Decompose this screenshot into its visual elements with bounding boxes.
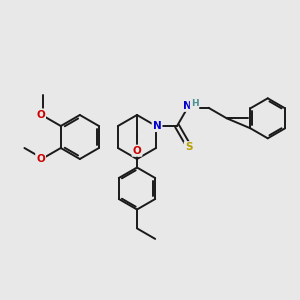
Text: H: H	[191, 99, 198, 108]
Text: N: N	[153, 121, 161, 131]
Text: O: O	[133, 146, 141, 156]
Text: O: O	[36, 110, 45, 119]
Text: N: N	[183, 101, 192, 111]
Text: S: S	[185, 142, 192, 152]
Text: O: O	[36, 154, 45, 164]
